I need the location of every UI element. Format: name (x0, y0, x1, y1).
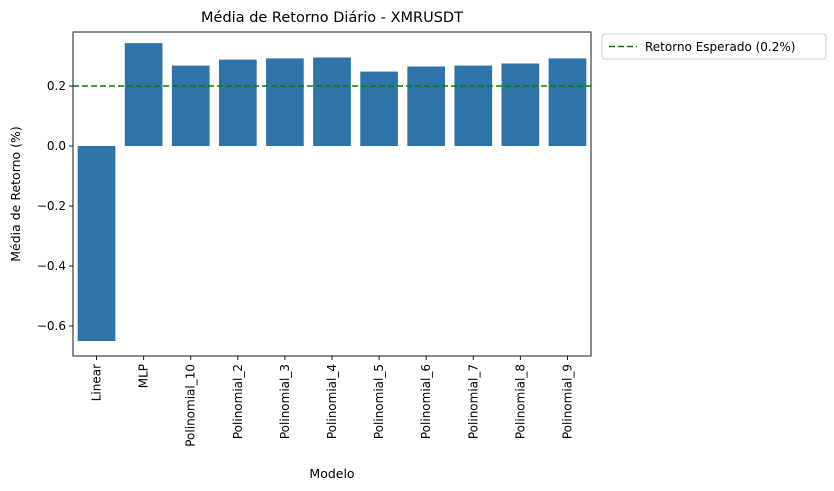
bar-polinomial_2 (218, 59, 257, 146)
x-tick-label: MLP (137, 364, 151, 388)
x-tick-label: Polinomial_5 (372, 364, 386, 439)
bar-polinomial_5 (360, 71, 398, 146)
y-tick-label: 0.2 (47, 79, 66, 93)
bar-polinomial_4 (313, 57, 351, 146)
x-tick-label: Polinomial_9 (560, 364, 574, 439)
x-tick-label: Polinomial_3 (278, 364, 292, 439)
bar-mlp (124, 43, 163, 146)
bar-polinomial_9 (548, 58, 587, 146)
y-tick-label: 0.0 (47, 139, 66, 153)
legend: Retorno Esperado (0.2%) (601, 33, 827, 60)
y-tick-label: −0.4 (37, 259, 66, 273)
bar-polinomial_6 (407, 66, 446, 146)
bar-polinomial_10 (171, 65, 210, 146)
x-tick-label: Polinomial_10 (184, 364, 198, 447)
bar-polinomial_3 (266, 58, 304, 146)
x-tick-label: Polinomial_8 (513, 364, 527, 439)
y-tick-label: −0.2 (37, 199, 66, 213)
x-tick-label: Polinomial_2 (231, 364, 245, 439)
y-tick-label: −0.6 (37, 319, 66, 333)
chart-title: Média de Retorno Diário - XMRUSDT (201, 10, 463, 26)
legend-label: Retorno Esperado (0.2%) (645, 40, 795, 54)
bar-polinomial_7 (454, 65, 493, 146)
y-axis-label: Média de Retorno (%) (8, 126, 23, 262)
x-tick-label: Linear (90, 364, 104, 401)
bar-polinomial_8 (501, 63, 540, 146)
x-axis-label: Modelo (309, 466, 354, 481)
x-tick-label: Polinomial_7 (466, 364, 480, 439)
bar-linear (77, 146, 116, 341)
plot-area: −0.6 −0.4 −0.2 0.0 0.2 Linear MLP Polinomial_10… (37, 31, 592, 447)
x-tick-label: Polinomial_4 (325, 364, 339, 439)
legend-frame (601, 33, 827, 60)
x-tick-label: Polinomial_6 (419, 364, 433, 439)
